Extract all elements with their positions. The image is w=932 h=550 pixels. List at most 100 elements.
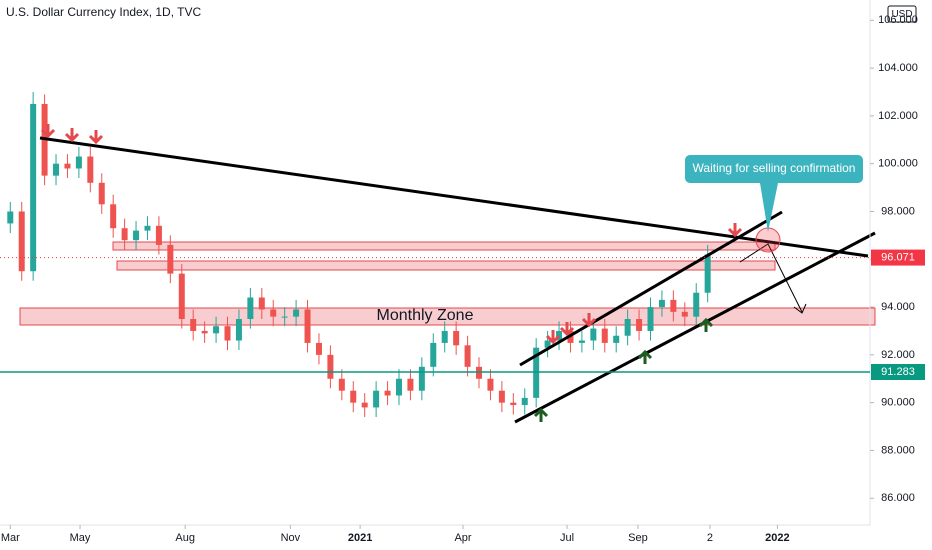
candles <box>7 92 711 417</box>
price-label: 91.283 <box>881 366 915 378</box>
x-tick-label: Sep <box>628 532 648 544</box>
candle-body <box>235 319 242 341</box>
price-tag <box>871 363 925 380</box>
candle-body <box>693 292 700 317</box>
candle-body <box>578 340 585 343</box>
candle-body <box>224 326 231 341</box>
y-tick-label: 86.000 <box>881 492 915 504</box>
projection-arrow <box>739 243 803 313</box>
candle-body <box>75 156 82 169</box>
candle-body <box>395 378 402 396</box>
x-tick-label: Aug <box>175 532 195 544</box>
candle-body <box>270 309 277 317</box>
candle-body <box>30 103 37 272</box>
price-label: 96.071 <box>881 251 915 263</box>
candle-body <box>624 319 631 336</box>
x-tick-label: 2 <box>707 532 713 544</box>
y-tick-label: 98.000 <box>881 205 915 217</box>
y-tick-label: 94.000 <box>881 301 915 313</box>
candle-body <box>178 273 185 320</box>
candle-body <box>64 163 71 169</box>
candle-body <box>647 307 654 331</box>
resistance-zone <box>112 241 776 251</box>
candle-body <box>121 228 128 241</box>
channel-lower <box>514 231 876 424</box>
y-tick-label: 90.000 <box>881 397 915 409</box>
monthly-zone <box>19 307 876 326</box>
callout <box>685 155 863 232</box>
candle-body <box>441 330 448 343</box>
candle-body <box>590 328 597 341</box>
candle-body <box>521 397 528 406</box>
candle-body <box>315 342 322 355</box>
callout-text: Waiting for selling confirmation <box>693 161 856 175</box>
x-tick-label: Mar <box>1 532 20 544</box>
candle-body <box>556 330 563 341</box>
currency: USD <box>891 9 912 20</box>
candle-body <box>670 299 677 312</box>
candle-body <box>384 390 391 396</box>
candle-body <box>190 319 197 331</box>
candle-body <box>133 230 140 241</box>
candle-body <box>464 345 471 367</box>
candle-body <box>453 330 460 346</box>
x-tick-label: Nov <box>281 532 301 544</box>
candle-body <box>636 319 643 331</box>
x-tick-label: Apr <box>454 532 471 544</box>
candle-body <box>87 156 94 183</box>
y-tick-label: 102.000 <box>878 110 918 122</box>
y-tick-label: 88.000 <box>881 444 915 456</box>
candle-body <box>361 402 368 408</box>
candle-body <box>418 366 425 391</box>
x-tick-label: Jul <box>560 532 574 544</box>
candle-body <box>407 378 414 391</box>
currency-box <box>887 5 917 23</box>
resistance-zone <box>116 260 776 271</box>
candle-body <box>430 342 437 367</box>
candle-body <box>293 309 300 317</box>
candle-body <box>201 330 208 334</box>
zone-label: Monthly Zone <box>377 307 474 324</box>
candle-body <box>338 378 345 391</box>
candle-body <box>18 211 25 272</box>
candle-body <box>601 328 608 343</box>
candle-body <box>247 297 254 320</box>
y-tick-label: 92.000 <box>881 349 915 361</box>
chart-title: U.S. Dollar Currency Index, 1D, TVC <box>6 5 202 19</box>
y-tick-label: 100.000 <box>878 158 918 170</box>
arrow-head <box>793 303 807 314</box>
candle-body <box>510 402 517 406</box>
candle-body <box>281 316 288 318</box>
candle-body <box>487 378 494 391</box>
candle-body <box>327 354 334 379</box>
x-tick-label: May <box>70 532 91 544</box>
channel-upper <box>519 210 783 367</box>
x-tick-label: 2022 <box>765 532 789 544</box>
x-tick-label: 2021 <box>348 532 372 544</box>
candle-body <box>155 225 162 245</box>
y-tick-label: 104.000 <box>878 62 918 74</box>
candle-body <box>476 366 483 379</box>
candle-body <box>658 299 665 308</box>
candle-body <box>110 204 117 229</box>
candle-body <box>258 297 265 310</box>
trendline <box>39 136 869 258</box>
candle-body <box>613 335 620 343</box>
candle-body <box>350 390 357 403</box>
candle-body <box>98 182 105 205</box>
candle-body <box>304 309 311 343</box>
candle-body <box>498 390 505 403</box>
buy-arrows <box>533 317 714 422</box>
candle-body <box>144 225 151 231</box>
candle-body <box>544 340 551 348</box>
candle-body <box>213 326 220 334</box>
candle-body <box>681 311 688 317</box>
candle-body <box>533 347 540 398</box>
y-tick-label: 106.000 <box>878 14 918 26</box>
sell-arrows <box>40 124 743 345</box>
candle-body <box>167 244 174 274</box>
candle-body <box>53 163 60 176</box>
candle-body <box>7 211 14 224</box>
price-tag <box>871 249 925 266</box>
